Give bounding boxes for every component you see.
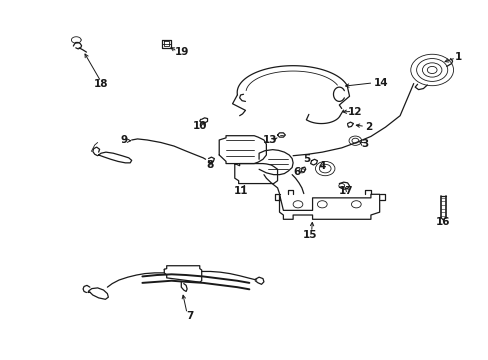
Text: 12: 12: [347, 107, 362, 117]
Text: 16: 16: [435, 217, 449, 227]
Text: 5: 5: [303, 154, 310, 163]
Text: 6: 6: [293, 167, 300, 177]
Text: 3: 3: [361, 139, 368, 149]
Text: 9: 9: [120, 135, 127, 145]
Text: 10: 10: [192, 121, 206, 131]
Text: 8: 8: [206, 160, 214, 170]
Text: 2: 2: [364, 122, 371, 132]
Text: 18: 18: [94, 79, 108, 89]
Text: 1: 1: [454, 52, 461, 62]
Text: 4: 4: [318, 161, 325, 171]
Text: 7: 7: [186, 311, 193, 321]
Text: 19: 19: [175, 47, 189, 57]
Text: 17: 17: [339, 186, 353, 197]
Text: 15: 15: [302, 230, 317, 240]
Text: 13: 13: [262, 135, 277, 145]
Text: 14: 14: [372, 78, 387, 88]
Text: 11: 11: [233, 186, 247, 197]
